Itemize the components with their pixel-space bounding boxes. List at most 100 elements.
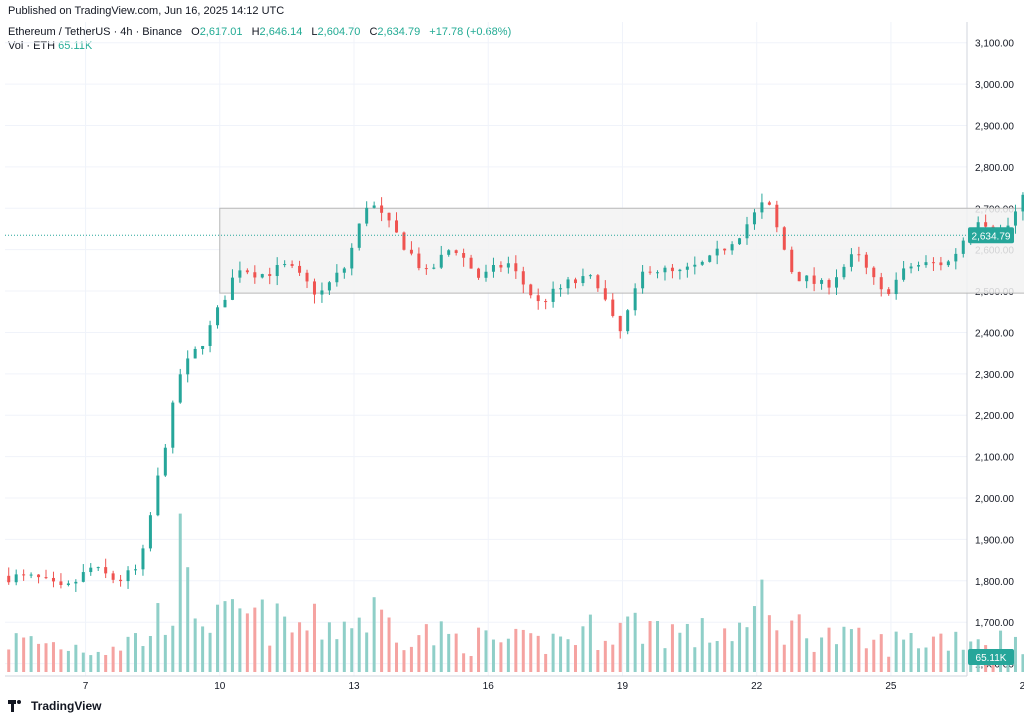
y-tick-label: 2,300.00 — [975, 370, 1014, 381]
y-tick-label: 2,800.00 — [975, 163, 1014, 174]
volume-bar — [596, 650, 600, 672]
candle-body — [81, 572, 85, 582]
volume-bar — [544, 653, 548, 672]
candle-body — [372, 205, 376, 208]
candle-body — [820, 280, 824, 284]
candle-body — [499, 264, 503, 268]
volume-bar — [633, 612, 637, 672]
volume-bar — [327, 622, 331, 672]
open-label: O — [191, 26, 200, 38]
volume-value-label: 65.11K — [976, 653, 1007, 664]
candle-body — [208, 325, 212, 346]
symbol-title[interactable]: Ethereum / TetherUS · 4h · Binance — [8, 26, 183, 38]
candle-body — [22, 574, 26, 576]
volume-bar — [559, 636, 563, 672]
volume-bar — [432, 645, 436, 672]
volume-bar — [283, 616, 287, 672]
candle-body — [760, 202, 764, 213]
volume-bar — [380, 609, 384, 672]
volume-bar — [506, 638, 510, 672]
candle-body — [700, 261, 704, 265]
volume-bar — [312, 603, 316, 672]
candle-body — [260, 274, 264, 278]
candle-body — [857, 254, 861, 256]
volume-bar — [253, 607, 257, 672]
volume-bar — [641, 643, 645, 672]
low-label: L — [311, 26, 318, 38]
volume-bar — [290, 632, 294, 672]
candle-body — [484, 271, 488, 278]
candle-body — [305, 272, 309, 282]
volume-bar — [790, 620, 794, 672]
volume-bar — [223, 601, 227, 672]
candle-body — [663, 267, 667, 273]
candle-body — [59, 581, 63, 585]
open-value: 2,617.01 — [199, 26, 243, 38]
volume-bar — [342, 621, 346, 672]
footer-brand[interactable]: TradingView — [8, 699, 101, 713]
x-tick-label: 7 — [83, 681, 89, 692]
volume-bar — [387, 617, 391, 672]
volume-bar — [551, 633, 555, 672]
candle-body — [491, 264, 495, 272]
close-label: C — [369, 26, 378, 38]
candle-body — [611, 299, 615, 316]
volume-bar — [14, 633, 18, 672]
current-price-label: 2,634.79 — [972, 231, 1011, 242]
y-tick-label: 2,900.00 — [975, 121, 1014, 132]
volume-bar — [566, 639, 570, 672]
candle-body — [402, 232, 406, 250]
candle-body — [163, 447, 167, 476]
volume-bar — [365, 632, 369, 672]
candle-body — [1013, 211, 1017, 226]
candle-body — [320, 290, 324, 295]
candle-body — [96, 567, 100, 569]
volume-bar — [603, 640, 607, 672]
volume-bar — [961, 649, 965, 672]
candle-body — [380, 205, 384, 213]
volume-bar — [469, 656, 473, 672]
candle-body — [365, 207, 369, 224]
candle-body — [148, 515, 152, 549]
change-value: +17.78 (+0.68%) — [429, 26, 512, 38]
candle-body — [693, 264, 697, 267]
candle-body — [275, 264, 279, 277]
volume-bar — [238, 608, 242, 672]
candle-body — [312, 281, 316, 295]
volume-bar — [178, 513, 182, 672]
candle-body — [715, 248, 719, 256]
volume-bar — [320, 639, 324, 672]
candle-body — [581, 276, 585, 284]
candle-body — [111, 573, 115, 580]
volume-bar — [648, 621, 652, 672]
candle-body — [51, 577, 55, 582]
x-tick-label: 10 — [214, 681, 226, 692]
volume-bar — [350, 628, 354, 672]
volume-bar — [626, 616, 630, 672]
y-tick-label: 2,100.00 — [975, 453, 1014, 464]
candle-body — [917, 265, 921, 267]
volume-bar — [104, 654, 108, 672]
candle-body — [842, 266, 846, 278]
volume-bar — [879, 634, 883, 672]
candle-body — [656, 272, 660, 274]
candle-body — [648, 271, 652, 273]
volume-bar — [111, 646, 115, 672]
volume-bar — [201, 626, 205, 672]
volume-bar — [37, 643, 41, 672]
volume-bar — [693, 647, 697, 672]
volume-bar — [148, 635, 152, 672]
volume-bar — [842, 626, 846, 672]
volume-bar — [417, 635, 421, 672]
volume-bar — [89, 655, 93, 672]
candle-body — [596, 275, 600, 289]
candle-body — [126, 570, 130, 582]
candle-body — [447, 250, 451, 255]
volume-bar — [700, 618, 704, 672]
volume-bar — [208, 632, 212, 672]
candle-body — [529, 284, 533, 296]
candle-body — [395, 220, 399, 233]
candle-body — [432, 267, 436, 269]
candle-body — [566, 279, 570, 289]
